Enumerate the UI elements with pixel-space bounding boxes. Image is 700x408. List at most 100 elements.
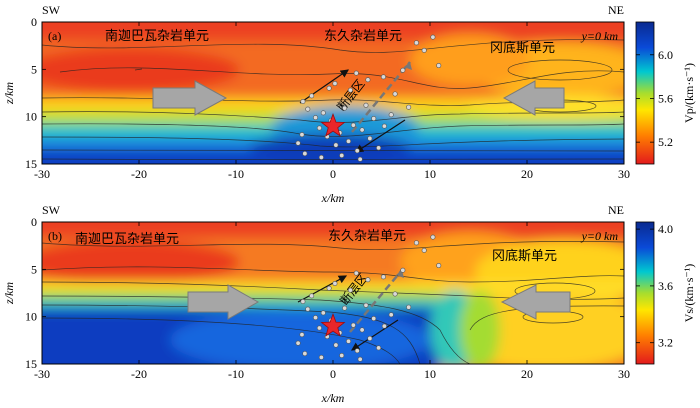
earthquake-event: [332, 81, 338, 87]
x-axis: -30 -20 -10 0 10 20 30: [34, 22, 630, 181]
colorbar-tick-label: 6.0: [658, 48, 673, 62]
x-axis: -30 -20 -10 0 10 20 30: [34, 222, 630, 381]
y-axis: 0 5 10 15: [25, 15, 624, 171]
panel-a: SW NE: [2, 3, 696, 205]
earthquake-event: [436, 263, 442, 269]
y-tick-label: 5: [31, 262, 37, 276]
earthquake-event: [295, 340, 301, 346]
earthquake-event: [300, 99, 306, 105]
earthquake-event: [388, 312, 394, 318]
compression-arrow-left: [187, 284, 260, 320]
earthquake-event: [430, 234, 436, 240]
x-tick-label: 20: [521, 367, 533, 381]
thrust-arrow-lower: [350, 319, 399, 351]
profile-label: y=0 km: [581, 229, 619, 243]
earthquake-event: [318, 154, 324, 160]
earthquake-event: [299, 132, 305, 138]
earthquake-event: [421, 47, 427, 53]
earthquake-event: [363, 102, 369, 108]
earthquake-event: [300, 299, 306, 305]
earthquake-event: [400, 67, 406, 73]
earthquake-event: [367, 335, 373, 341]
earthquake-event: [365, 77, 371, 83]
colorbar: [635, 21, 655, 165]
y-axis: 0 5 10 15: [25, 215, 624, 371]
x-tick-label: -10: [228, 167, 244, 181]
colorbar-tick-label: 4.0: [658, 222, 673, 236]
x-tick-label: -20: [131, 167, 147, 181]
earthquake-event: [392, 91, 398, 97]
thrust-arrow-upper: [299, 69, 349, 104]
x-tick-label: -10: [228, 367, 244, 381]
panel-label: (a): [48, 29, 61, 43]
y-tick-label: 0: [31, 215, 37, 229]
thrust-arrow-upper: [297, 275, 348, 303]
earthquake-event: [346, 338, 352, 344]
earthquake-event: [413, 40, 419, 46]
earthquake-event: [380, 274, 386, 280]
earthquake-event: [305, 106, 311, 112]
velocity-field: [42, 222, 624, 364]
earthquake-event: [339, 352, 345, 358]
earthquake-event: [354, 348, 360, 354]
earthquake-event: [371, 116, 377, 122]
earthquake-event: [309, 293, 315, 299]
y-axis-label: z/km: [2, 82, 16, 105]
x-tick-label: 30: [618, 167, 630, 181]
earthquake-event: [350, 122, 356, 128]
earthquake-event: [302, 351, 308, 357]
earthquake-event: [326, 285, 332, 291]
earthquake-event: [376, 145, 382, 151]
earthquake-event: [371, 316, 377, 322]
earthquake-event: [357, 156, 363, 162]
velocity-field: [42, 22, 624, 164]
x-tick-label: 10: [424, 367, 436, 381]
x-tick-label: 10: [424, 167, 436, 181]
unit-label-namche-barwa: 南迦巴瓦杂岩单元: [105, 28, 209, 44]
earthquake-event: [400, 267, 406, 273]
x-tick-label: -30: [34, 167, 50, 181]
x-axis-label: x/km: [321, 191, 345, 205]
earthquake-event: [333, 342, 339, 348]
x-tick-label: -20: [131, 367, 147, 381]
unit-label-gangdese: 冈底斯单元: [490, 40, 555, 56]
colorbar-tick-label: 3.6: [658, 279, 673, 293]
earthquake-event: [320, 110, 326, 116]
y-axis-label: z/km: [2, 282, 16, 305]
earthquake-event: [376, 345, 382, 351]
orientation-right-label: NE: [608, 3, 624, 17]
earthquake-event: [392, 291, 398, 297]
earthquake-event: [342, 105, 348, 111]
earthquake-event: [309, 93, 315, 99]
x-tick-label: 0: [330, 167, 336, 181]
orientation-left-label: SW: [42, 203, 61, 217]
earthquake-event: [313, 115, 319, 121]
earthquake-event: [339, 152, 345, 158]
earthquake-event: [295, 140, 301, 146]
y-tick-label: 5: [31, 62, 37, 76]
earthquake-event: [316, 125, 322, 131]
thrust-arrow-lower: [354, 119, 406, 153]
unit-label-dongjiu: 东久杂岩单元: [328, 229, 406, 244]
earthquake-events: [295, 234, 442, 362]
x-tick-label: 20: [521, 167, 533, 181]
profile-label: y=0 km: [581, 29, 619, 43]
earthquake-event: [436, 63, 442, 69]
earthquake-event: [316, 325, 322, 331]
orientation-right-label: NE: [608, 203, 624, 217]
earthquake-event: [430, 34, 436, 40]
earthquake-event: [353, 70, 359, 76]
x-tick-label: 30: [618, 367, 630, 381]
earthquake-event: [380, 74, 386, 80]
x-tick-label: 0: [330, 367, 336, 381]
dashed-fault-line: [351, 61, 412, 133]
y-tick-label: 0: [31, 15, 37, 29]
colorbar-tick-label: 5.2: [658, 135, 673, 149]
earthquake-event: [354, 148, 360, 154]
x-tick-label: -30: [34, 367, 50, 381]
earthquake-event: [381, 123, 387, 129]
earthquake-event: [313, 315, 319, 321]
earthquake-event: [333, 142, 339, 148]
mainshock-star: [320, 312, 346, 337]
earthquake-event: [302, 151, 308, 157]
